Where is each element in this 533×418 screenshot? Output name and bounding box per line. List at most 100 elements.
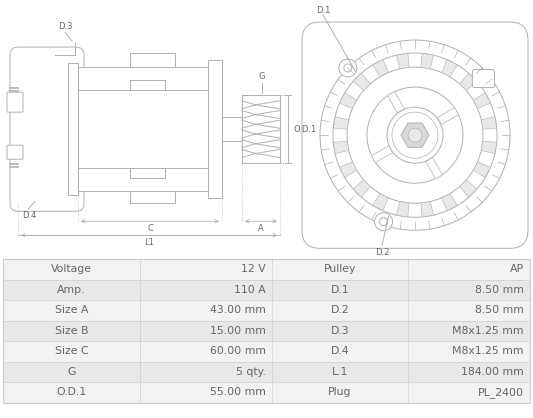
Text: 110 A: 110 A xyxy=(234,285,266,295)
Polygon shape xyxy=(373,194,389,211)
Bar xyxy=(272,341,408,362)
FancyBboxPatch shape xyxy=(472,69,495,87)
Polygon shape xyxy=(481,117,497,129)
Polygon shape xyxy=(441,194,457,211)
Bar xyxy=(140,362,272,382)
Circle shape xyxy=(379,218,387,226)
Circle shape xyxy=(392,112,438,158)
Bar xyxy=(408,341,530,362)
Text: M8x1.25 mm: M8x1.25 mm xyxy=(453,326,524,336)
Bar xyxy=(272,362,408,382)
Circle shape xyxy=(375,213,392,231)
Text: Size C: Size C xyxy=(55,347,88,357)
Circle shape xyxy=(367,87,463,183)
Text: L.1: L.1 xyxy=(332,367,348,377)
Polygon shape xyxy=(353,73,370,91)
Polygon shape xyxy=(373,60,389,77)
Bar xyxy=(408,362,530,382)
Circle shape xyxy=(347,67,483,203)
Text: 55.00 mm: 55.00 mm xyxy=(210,387,266,398)
Polygon shape xyxy=(333,141,349,154)
Bar xyxy=(140,321,272,341)
Polygon shape xyxy=(372,146,393,163)
Text: Plug: Plug xyxy=(328,387,352,398)
Text: PL_2400: PL_2400 xyxy=(478,387,524,398)
Text: D.3: D.3 xyxy=(330,326,349,336)
Text: O.D.1: O.D.1 xyxy=(293,125,316,134)
Bar xyxy=(3,321,140,341)
Polygon shape xyxy=(333,117,349,129)
Text: 43.00 mm: 43.00 mm xyxy=(210,306,266,316)
Polygon shape xyxy=(437,108,458,125)
Text: Amp.: Amp. xyxy=(57,285,86,295)
Circle shape xyxy=(387,107,443,163)
Polygon shape xyxy=(340,162,357,178)
Text: Voltage: Voltage xyxy=(51,265,92,275)
Bar xyxy=(408,300,530,321)
Bar xyxy=(140,280,272,300)
Text: D.2: D.2 xyxy=(375,248,390,257)
Bar xyxy=(408,382,530,403)
Bar xyxy=(3,280,140,300)
FancyBboxPatch shape xyxy=(302,22,528,248)
Circle shape xyxy=(344,64,352,72)
Polygon shape xyxy=(425,158,442,179)
Text: L1: L1 xyxy=(144,238,154,247)
Polygon shape xyxy=(340,93,357,109)
Text: 5 qty.: 5 qty. xyxy=(236,367,266,377)
FancyBboxPatch shape xyxy=(7,145,23,159)
Bar xyxy=(3,259,530,403)
Text: Size B: Size B xyxy=(55,326,88,336)
Polygon shape xyxy=(397,201,409,217)
Bar xyxy=(140,382,272,403)
Bar xyxy=(408,259,530,280)
Bar xyxy=(3,300,140,321)
Circle shape xyxy=(408,128,422,142)
Text: 60.00 mm: 60.00 mm xyxy=(210,347,266,357)
Polygon shape xyxy=(421,201,433,217)
Bar xyxy=(272,280,408,300)
Text: O.D.1: O.D.1 xyxy=(56,387,86,398)
Polygon shape xyxy=(401,123,429,147)
Bar xyxy=(78,67,208,191)
Bar xyxy=(3,362,140,382)
Circle shape xyxy=(320,40,510,230)
Text: D.2: D.2 xyxy=(330,306,349,316)
Polygon shape xyxy=(441,60,457,77)
Bar xyxy=(3,259,140,280)
Text: 8.50 mm: 8.50 mm xyxy=(475,306,524,316)
Bar xyxy=(140,259,272,280)
Bar xyxy=(3,341,140,362)
Text: Size A: Size A xyxy=(55,306,88,316)
Bar xyxy=(408,321,530,341)
Circle shape xyxy=(320,40,510,230)
Bar xyxy=(3,382,140,403)
Polygon shape xyxy=(459,180,477,197)
Bar xyxy=(68,63,78,195)
Bar xyxy=(408,280,530,300)
FancyBboxPatch shape xyxy=(10,47,84,211)
Text: 15.00 mm: 15.00 mm xyxy=(210,326,266,336)
Text: AP: AP xyxy=(510,265,524,275)
Bar xyxy=(272,259,408,280)
Text: 12 V: 12 V xyxy=(241,265,266,275)
Bar xyxy=(78,90,208,168)
Bar xyxy=(272,321,408,341)
Bar xyxy=(272,382,408,403)
Circle shape xyxy=(333,53,497,217)
Polygon shape xyxy=(473,162,490,178)
Text: G: G xyxy=(259,72,265,81)
Text: D.4: D.4 xyxy=(330,347,349,357)
Bar xyxy=(140,300,272,321)
Text: M8x1.25 mm: M8x1.25 mm xyxy=(453,347,524,357)
Text: D.1: D.1 xyxy=(330,285,349,295)
Text: G: G xyxy=(67,367,76,377)
Bar xyxy=(208,60,222,198)
Polygon shape xyxy=(387,92,405,113)
Text: D.1: D.1 xyxy=(316,6,330,15)
Polygon shape xyxy=(353,180,370,197)
Polygon shape xyxy=(397,54,409,69)
Text: D.4: D.4 xyxy=(22,211,36,220)
Polygon shape xyxy=(481,141,497,154)
Text: C: C xyxy=(147,224,153,233)
